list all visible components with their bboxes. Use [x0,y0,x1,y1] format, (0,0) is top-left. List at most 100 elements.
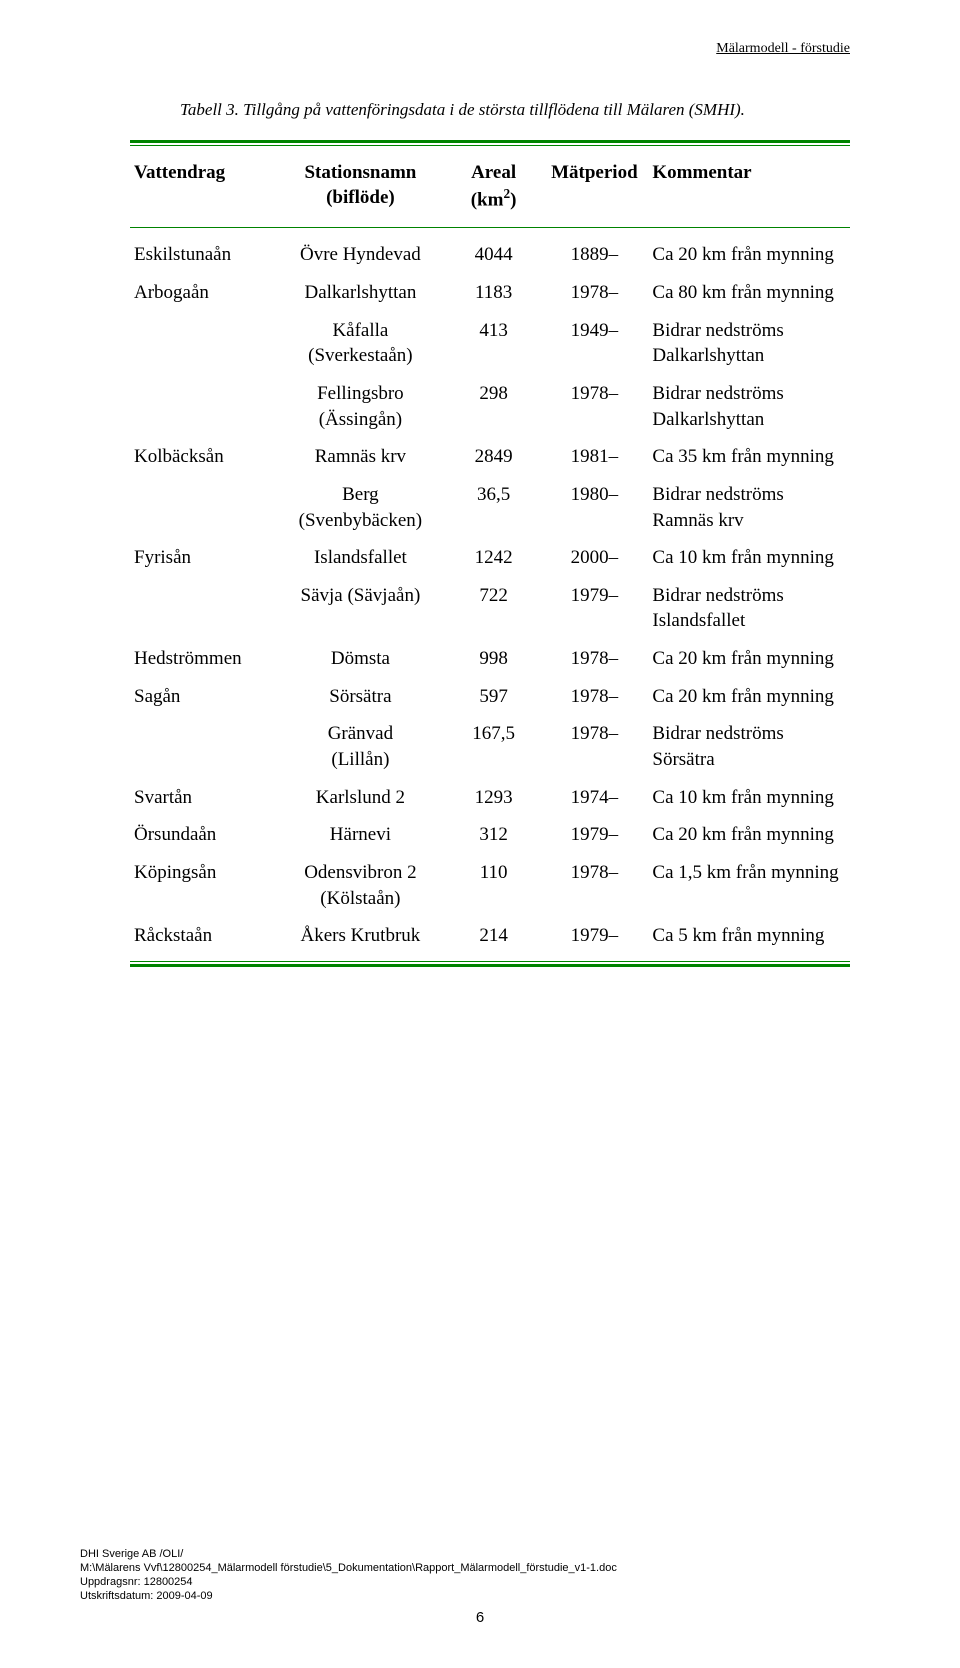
cell-areal: 1242 [447,539,541,577]
table-caption: Tabell 3. Tillgång på vattenföringsdata … [180,99,850,122]
cell-kommentar: Ca 20 km från mynning [648,816,850,854]
page-footer: DHI Sverige AB /OLI/ M:\Mälarens Vvf\128… [80,1548,880,1628]
cell-stationsnamn: Sörsätra [274,678,447,716]
cell-stationsnamn: Dalkarlshyttan [274,274,447,312]
cell-vattendrag [130,577,274,640]
table-row: Sävja (Sävjaån)7221979–Bidrar nedströms … [130,577,850,640]
cell-kommentar: Bidrar nedströms Dalkarlshyttan [648,375,850,438]
cell-kommentar: Ca 10 km från mynning [648,539,850,577]
cell-stationsnamn: Berg(Svenbybäcken) [274,476,447,539]
footer-line-3: Uppdragsnr: 12800254 [80,1576,880,1590]
col-header-areal-l2-post: ) [510,190,516,211]
cell-vattendrag [130,375,274,438]
cell-vattendrag: Arbogaån [130,274,274,312]
table-row: Fellingsbro(Ässingån)2981978–Bidrar neds… [130,375,850,438]
col-header-matperiod: Mätperiod [540,154,648,220]
cell-areal: 1293 [447,779,541,817]
table-row: SvartånKarlslund 212931974–Ca 10 km från… [130,779,850,817]
col-header-stationsnamn-l1: Stationsnamn [304,162,416,183]
cell-vattendrag: Sagån [130,678,274,716]
table-row: Kåfalla(Sverkestaån)4131949–Bidrar nedst… [130,312,850,375]
cell-areal: 998 [447,640,541,678]
cell-matperiod: 1978– [540,715,648,778]
cell-stationsnamn: Gränvad(Lillån) [274,715,447,778]
cell-matperiod: 1978– [540,375,648,438]
cell-matperiod: 1979– [540,577,648,640]
cell-kommentar: Ca 20 km från mynning [648,678,850,716]
cell-stationsnamn: Dömsta [274,640,447,678]
cell-kommentar: Ca 10 km från mynning [648,779,850,817]
col-header-stationsnamn: Stationsnamn (biflöde) [274,154,447,220]
cell-stationsnamn: Islandsfallet [274,539,447,577]
cell-matperiod: 1949– [540,312,648,375]
cell-matperiod: 1979– [540,816,648,854]
col-header-stationsnamn-l2: (biflöde) [326,187,395,208]
cell-stationsnamn: Åkers Krutbruk [274,917,447,955]
cell-kommentar: Ca 80 km från mynning [648,274,850,312]
col-header-vattendrag: Vattendrag [130,154,274,220]
cell-kommentar: Bidrar nedströms Dalkarlshyttan [648,312,850,375]
footer-line-4: Utskriftsdatum: 2009-04-09 [80,1590,880,1604]
cell-stationsnamn: Sävja (Sävjaån) [274,577,447,640]
footer-line-1: DHI Sverige AB /OLI/ [80,1548,880,1562]
cell-vattendrag: Örsundaån [130,816,274,854]
cell-areal: 413 [447,312,541,375]
cell-matperiod: 1978– [540,274,648,312]
cell-vattendrag [130,476,274,539]
cell-kommentar: Ca 35 km från mynning [648,438,850,476]
cell-areal: 214 [447,917,541,955]
cell-vattendrag: Svartån [130,779,274,817]
cell-kommentar: Ca 1,5 km från mynning [648,854,850,917]
cell-stationsnamn: Odensvibron 2(Kölstaån) [274,854,447,917]
table-row: Gränvad(Lillån)167,51978–Bidrar nedström… [130,715,850,778]
table-header-row: Vattendrag Stationsnamn (biflöde) Areal … [130,154,850,220]
table-row: RåckstaånÅkers Krutbruk2141979–Ca 5 km f… [130,917,850,955]
table-row: ArbogaånDalkarlshyttan11831978–Ca 80 km … [130,274,850,312]
cell-areal: 312 [447,816,541,854]
cell-matperiod: 1978– [540,678,648,716]
cell-areal: 36,5 [447,476,541,539]
rule-mid [130,227,850,228]
cell-areal: 1183 [447,274,541,312]
cell-areal: 722 [447,577,541,640]
cell-stationsnamn: Fellingsbro(Ässingån) [274,375,447,438]
cell-matperiod: 1889– [540,236,648,274]
cell-areal: 167,5 [447,715,541,778]
cell-matperiod: 1980– [540,476,648,539]
cell-areal: 597 [447,678,541,716]
page-number: 6 [80,1609,880,1628]
cell-stationsnamn: Kåfalla(Sverkestaån) [274,312,447,375]
cell-matperiod: 1978– [540,854,648,917]
table-row: FyrisånIslandsfallet12422000–Ca 10 km fr… [130,539,850,577]
table-row: ÖrsundaånHärnevi3121979–Ca 20 km från my… [130,816,850,854]
table-row: Berg(Svenbybäcken)36,51980–Bidrar nedstr… [130,476,850,539]
cell-vattendrag: Hedströmmen [130,640,274,678]
cell-matperiod: 1981– [540,438,648,476]
col-header-areal: Areal (km2) [447,154,541,220]
cell-kommentar: Ca 20 km från mynning [648,640,850,678]
cell-vattendrag: Eskilstunaån [130,236,274,274]
cell-areal: 110 [447,854,541,917]
table-row: EskilstunaånÖvre Hyndevad40441889–Ca 20 … [130,236,850,274]
cell-matperiod: 2000– [540,539,648,577]
cell-matperiod: 1974– [540,779,648,817]
cell-matperiod: 1978– [540,640,648,678]
cell-vattendrag: Kolbäcksån [130,438,274,476]
cell-vattendrag [130,312,274,375]
rule-bottom [130,961,850,967]
cell-kommentar: Ca 5 km från mynning [648,917,850,955]
table-row: KolbäcksånRamnäs krv28491981–Ca 35 km fr… [130,438,850,476]
cell-vattendrag: Råckstaån [130,917,274,955]
col-header-areal-l2-pre: (km [471,190,504,211]
data-table: Vattendrag Stationsnamn (biflöde) Areal … [130,154,850,220]
cell-kommentar: Bidrar nedströms Sörsätra [648,715,850,778]
col-header-kommentar: Kommentar [648,154,850,220]
cell-stationsnamn: Karlslund 2 [274,779,447,817]
cell-kommentar: Bidrar nedströms Ramnäs krv [648,476,850,539]
cell-stationsnamn: Ramnäs krv [274,438,447,476]
cell-areal: 4044 [447,236,541,274]
table-row: KöpingsånOdensvibron 2(Kölstaån)1101978–… [130,854,850,917]
cell-vattendrag: Fyrisån [130,539,274,577]
table-row: SagånSörsätra5971978–Ca 20 km från mynni… [130,678,850,716]
col-header-areal-l1: Areal [471,162,516,183]
